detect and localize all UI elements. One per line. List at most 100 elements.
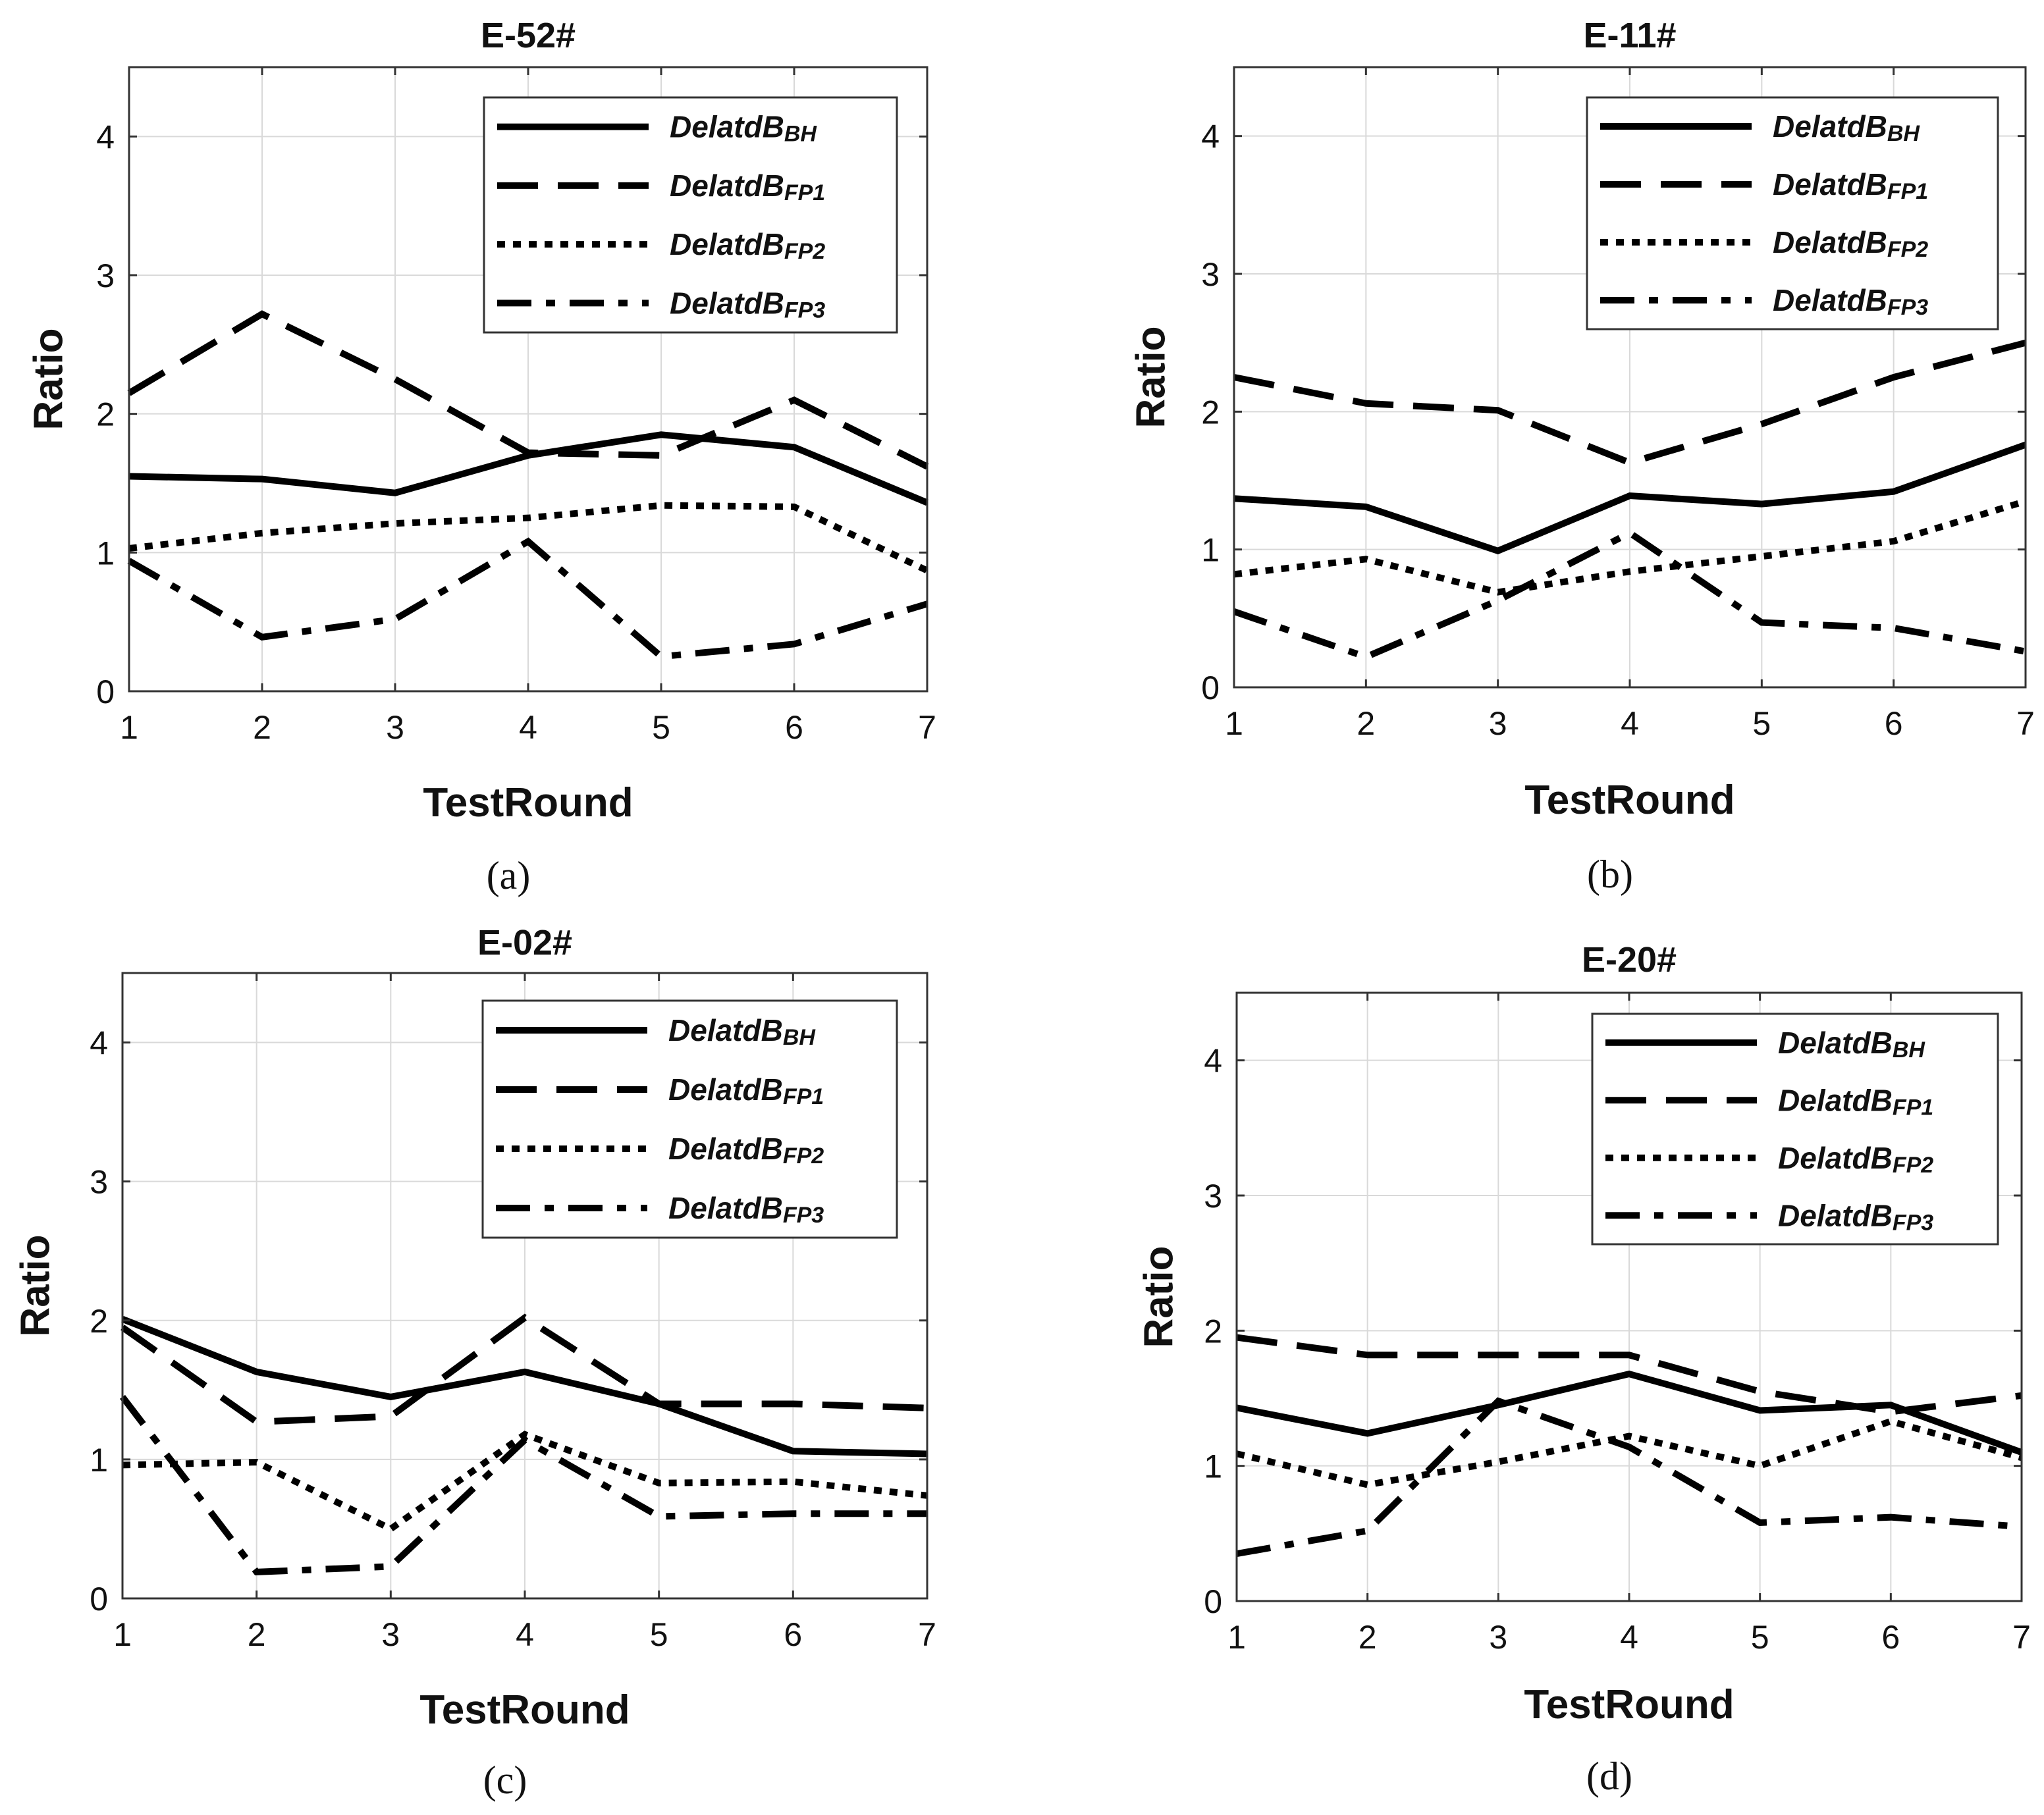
x-tick-label: 4 xyxy=(519,709,537,746)
x-tick-label: 2 xyxy=(1357,705,1375,742)
x-tick-label: 3 xyxy=(1489,1619,1507,1656)
series-line-fp3 xyxy=(120,1394,927,1575)
x-tick-label: 2 xyxy=(248,1616,266,1653)
x-tick-label: 3 xyxy=(381,1616,400,1653)
x-tick-label: 3 xyxy=(386,709,404,746)
x-axis-label: TestRound xyxy=(423,780,633,826)
y-tick-label: 1 xyxy=(96,535,115,571)
y-tick-label: 2 xyxy=(1204,1313,1222,1350)
panel-label: (c) xyxy=(483,1758,527,1802)
legend: DelatdBBH DelatdBFP1 DelatdBFP2 DelatdBFP3 xyxy=(481,999,898,1239)
legend-label-fp1: DelatdBFP1 xyxy=(670,169,825,205)
y-tick-label: 2 xyxy=(96,396,115,433)
x-tick-label: 5 xyxy=(1752,705,1771,742)
x-tick-label: 1 xyxy=(1227,1619,1246,1656)
y-axis-label: Ratio xyxy=(13,1235,58,1337)
y-axis-label: Ratio xyxy=(1128,327,1173,429)
y-tick-label: 2 xyxy=(1201,394,1220,431)
series-line-fp1 xyxy=(121,1313,928,1425)
x-tick-label: 7 xyxy=(2016,705,2035,742)
legend-box xyxy=(483,96,898,334)
y-tick-label: 0 xyxy=(1201,670,1220,706)
x-tick-label: 1 xyxy=(120,709,138,746)
x-axis-label: TestRound xyxy=(1524,777,1735,823)
legend-box xyxy=(481,999,898,1239)
x-tick-label: 5 xyxy=(652,709,670,746)
x-tick-label: 6 xyxy=(784,1616,802,1653)
legend-label-bh: DelatdBBH xyxy=(668,1013,816,1050)
series-line-fp2 xyxy=(128,502,929,574)
y-tick-label: 4 xyxy=(1204,1043,1222,1080)
x-tick-label: 4 xyxy=(1621,705,1639,742)
y-tick-label: 3 xyxy=(1201,256,1220,293)
chart-panel-4: 1 2 3 4 5 6 701234E-20#TestRoundRatio(d)Delatd… xyxy=(1136,940,2031,1798)
series-line-fp1 xyxy=(1233,339,2027,467)
chart-title: E-20# xyxy=(1582,940,1677,980)
series-line-fp3 xyxy=(127,537,928,660)
chart-title: E-02# xyxy=(477,923,572,962)
y-axis-label: Ratio xyxy=(1136,1246,1181,1348)
x-tick-label: 6 xyxy=(1885,705,1903,742)
x-tick-label: 7 xyxy=(918,709,936,746)
x-axis-label: TestRound xyxy=(419,1687,630,1733)
legend-label-fp3: DelatdBFP3 xyxy=(670,286,825,323)
series-line-bh xyxy=(1236,1370,2023,1456)
legend: DelatdBBH DelatdBFP1 DelatdBFP2 DelatdBFP3 xyxy=(1591,1013,1999,1246)
legend-label-fp3: DelatdBFP3 xyxy=(1778,1198,1933,1235)
y-tick-label: 1 xyxy=(1204,1448,1222,1485)
chart-title: E-11# xyxy=(1583,16,1676,55)
y-tick-label: 4 xyxy=(1201,118,1220,155)
legend-label-fp2: DelatdBFP2 xyxy=(668,1132,824,1169)
legend-label-fp1: DelatdBFP1 xyxy=(1773,167,1928,204)
legend-label-fp3: DelatdBFP3 xyxy=(668,1191,824,1228)
chart-panel-2: 1 2 3 4 5 6 701234E-11#TestRoundRatio(b)Delatd… xyxy=(1128,16,2035,896)
legend: DelatdBBH DelatdBFP1 DelatdBFP2 DelatdBFP3 xyxy=(483,96,898,334)
legend: DelatdBBH DelatdBFP1 DelatdBFP2 DelatdBFP3 xyxy=(1586,96,1999,330)
legend-label-fp2: DelatdBFP2 xyxy=(670,227,825,264)
y-tick-label: 3 xyxy=(1204,1178,1222,1215)
legend-label-fp3: DelatdBFP3 xyxy=(1773,283,1928,320)
x-tick-label: 4 xyxy=(1620,1619,1638,1656)
panel-label: (d) xyxy=(1586,1754,1632,1798)
x-tick-label: 3 xyxy=(1489,705,1507,742)
x-tick-label: 5 xyxy=(1751,1619,1769,1656)
y-tick-label: 4 xyxy=(96,118,115,155)
series-line-bh xyxy=(121,1316,928,1458)
legend-label-fp1: DelatdBFP1 xyxy=(668,1072,824,1109)
legend-label-fp1: DelatdBFP1 xyxy=(1778,1083,1933,1120)
x-tick-label: 4 xyxy=(516,1616,534,1653)
x-tick-label: 1 xyxy=(113,1616,132,1653)
y-tick-label: 0 xyxy=(1204,1583,1222,1620)
y-tick-label: 3 xyxy=(96,257,115,294)
x-tick-label: 2 xyxy=(1358,1619,1377,1656)
chart-panel-1: 1 2 3 4 5 6 701234E-52#TestRoundRatio(a)Delatd… xyxy=(26,16,936,897)
legend-label-fp2: DelatdBFP2 xyxy=(1778,1141,1933,1178)
panel-label: (a) xyxy=(487,854,531,897)
x-tick-label: 7 xyxy=(2012,1619,2031,1656)
chart-title: E-52# xyxy=(481,16,576,55)
x-tick-label: 2 xyxy=(253,709,271,746)
legend-label-bh: DelatdBBH xyxy=(670,110,817,147)
y-tick-label: 1 xyxy=(1201,532,1220,569)
y-tick-label: 4 xyxy=(90,1025,108,1062)
legend-label-bh: DelatdBBH xyxy=(1773,109,1920,146)
x-axis-label: TestRound xyxy=(1524,1682,1734,1727)
series-line-fp2 xyxy=(1233,498,2027,596)
y-tick-label: 2 xyxy=(90,1303,108,1340)
y-tick-label: 3 xyxy=(90,1164,108,1201)
legend-box xyxy=(1586,96,1999,330)
series-line-fp2 xyxy=(122,1431,928,1533)
series-line-bh xyxy=(1233,441,2027,555)
y-axis-label: Ratio xyxy=(26,329,71,431)
series-line-fp3 xyxy=(1236,1397,2022,1558)
series-line-fp1 xyxy=(1236,1334,2022,1415)
x-tick-label: 6 xyxy=(1881,1619,1900,1656)
chart-panel-3: 1 2 3 4 5 6 701234E-02#TestRoundRatio(c)Delatd… xyxy=(13,923,936,1802)
series-line-fp1 xyxy=(127,310,929,470)
y-tick-label: 0 xyxy=(96,673,115,710)
y-tick-label: 0 xyxy=(90,1581,108,1618)
series-line-fp2 xyxy=(1235,1417,2023,1488)
legend-label-fp2: DelatdBFP2 xyxy=(1773,225,1928,262)
panel-label: (b) xyxy=(1587,853,1633,896)
